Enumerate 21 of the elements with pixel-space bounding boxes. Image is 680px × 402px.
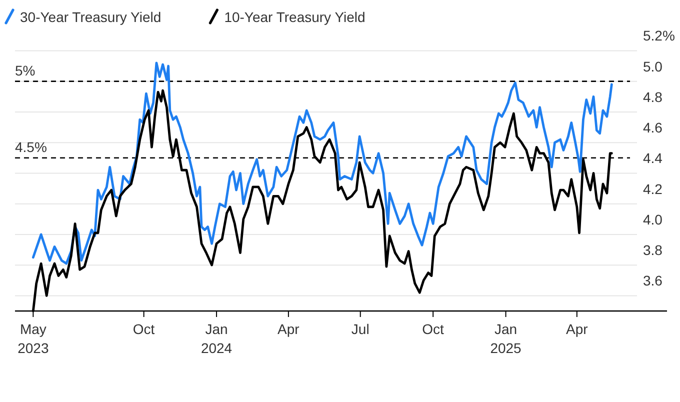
y-tick-label: 4.6 [643,120,663,136]
y-tick-label: 3.8 [643,242,663,258]
legend-label: 10-Year Treasury Yield [224,9,366,25]
y-tick-label: 4.2 [643,180,663,197]
x-tick-label: Jan 2025 [490,321,522,356]
legend-label: 30-Year Treasury Yield [20,9,162,25]
y-tick-label: 3.6 [643,272,663,289]
y-tick-label: 4.8 [643,88,663,105]
y-tick-label: 4.4 [643,150,663,166]
y-tick-label: 4.0 [643,211,663,228]
y-tick-label: 5.2% [643,28,675,44]
x-tick-label: Oct [132,321,155,337]
x-tick-label: Apr [566,321,588,337]
x-tick-label: Apr [278,321,300,337]
y-tick-label: 5.0 [643,58,663,74]
ref-line-label: 5% [15,62,36,78]
x-tick-label: May 2023 [18,321,49,356]
x-tick-label: Jan 2024 [200,321,232,356]
x-tick-label: Jul [351,321,370,337]
ref-line-label: 4.5% [15,138,47,155]
x-tick-label: Oct [422,321,444,337]
